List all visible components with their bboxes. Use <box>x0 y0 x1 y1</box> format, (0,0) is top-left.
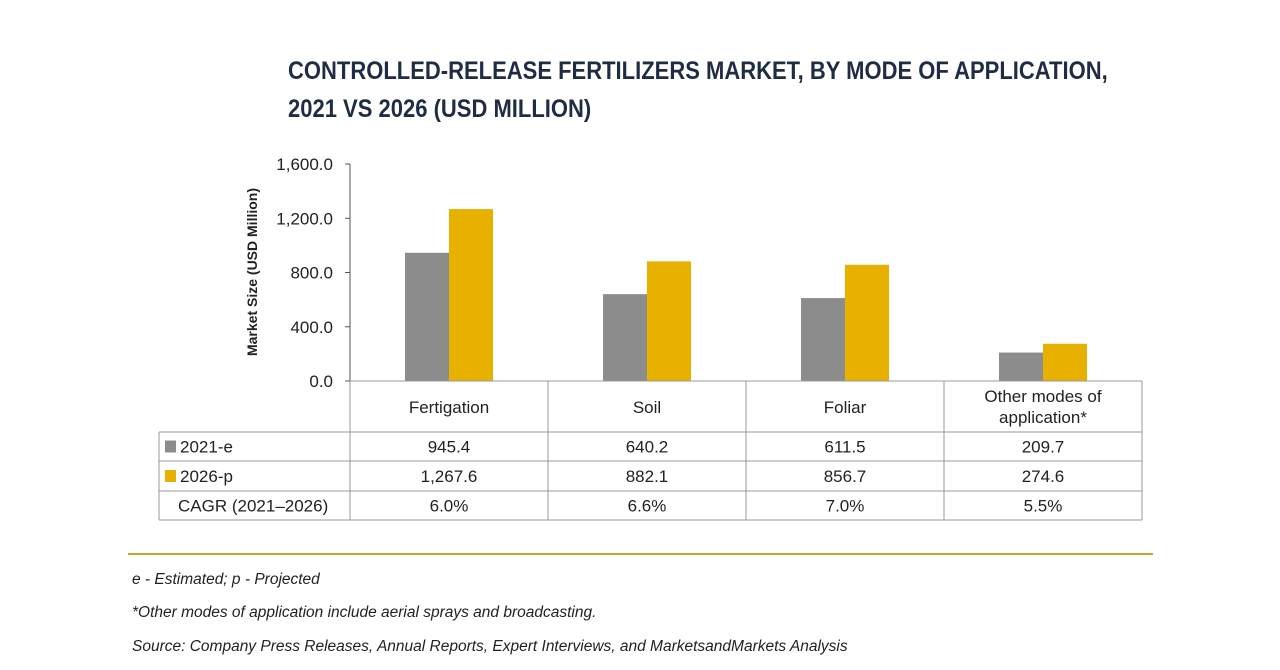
bar-2026-p-2 <box>845 264 889 381</box>
bar-2021-e-2 <box>801 298 845 381</box>
legend-label: 2026-p <box>180 467 233 486</box>
note-estimated-projected: e - Estimated; p - Projected <box>132 571 320 588</box>
note-source: Source: Company Press Releases, Annual R… <box>132 638 848 655</box>
data-value-label: 611.5 <box>824 438 865 457</box>
data-value-label: 856.7 <box>824 467 867 486</box>
footer-divider <box>128 553 1153 555</box>
data-value-label: 274.6 <box>1022 467 1065 486</box>
data-value-label: 209.7 <box>1022 438 1065 457</box>
cagr-value: 6.0% <box>430 497 469 516</box>
legend-swatch-2026-p <box>165 470 176 482</box>
cagr-row-label: CAGR (2021–2026) <box>178 497 328 516</box>
note-other-modes: *Other modes of application include aeri… <box>132 604 597 621</box>
chart-title: CONTROLLED-RELEASE FERTILIZERS MARKET, B… <box>288 52 1108 128</box>
category-label: Foliar <box>824 398 867 417</box>
data-value-label: 882.1 <box>626 467 669 486</box>
y-tick-label: 800.0 <box>290 264 333 283</box>
cagr-value: 5.5% <box>1024 497 1063 516</box>
data-value-label: 945.4 <box>428 438 471 457</box>
y-axis-title: Market Size (USD Million) <box>244 188 260 356</box>
bar-2021-e-1 <box>603 294 647 381</box>
bar-chart-with-data-table: 0.0 400.0 800.0 1,200.0 1,600.0 Market Size (… <box>158 155 1143 521</box>
data-value-label: 640.2 <box>626 438 669 457</box>
chart-title-line-2: 2021 VS 2026 (USD MILLION) <box>288 95 592 123</box>
category-label: Fertigation <box>409 398 489 417</box>
cagr-value: 7.0% <box>826 497 865 516</box>
bar-2026-p-3 <box>1043 343 1087 381</box>
y-tick-label: 1,600.0 <box>276 155 333 174</box>
chart-title-line-1: CONTROLLED-RELEASE FERTILIZERS MARKET, B… <box>288 57 1108 85</box>
bar-2026-p-0 <box>449 209 493 381</box>
category-label: Soil <box>633 398 661 417</box>
data-value-label: 1,267.6 <box>421 467 478 486</box>
legend-label: 2021-e <box>180 438 233 457</box>
y-tick-label: 400.0 <box>290 318 333 337</box>
legend-swatch-2021-e <box>165 440 176 453</box>
bar-2026-p-1 <box>647 261 691 381</box>
y-tick-label: 0.0 <box>309 372 333 391</box>
category-label: Other modes of <box>984 387 1101 406</box>
category-label: application* <box>999 408 1087 427</box>
bar-2021-e-3 <box>999 352 1043 381</box>
y-tick-label: 1,200.0 <box>276 209 333 228</box>
bar-2021-e-0 <box>405 252 449 381</box>
cagr-value: 6.6% <box>628 497 667 516</box>
